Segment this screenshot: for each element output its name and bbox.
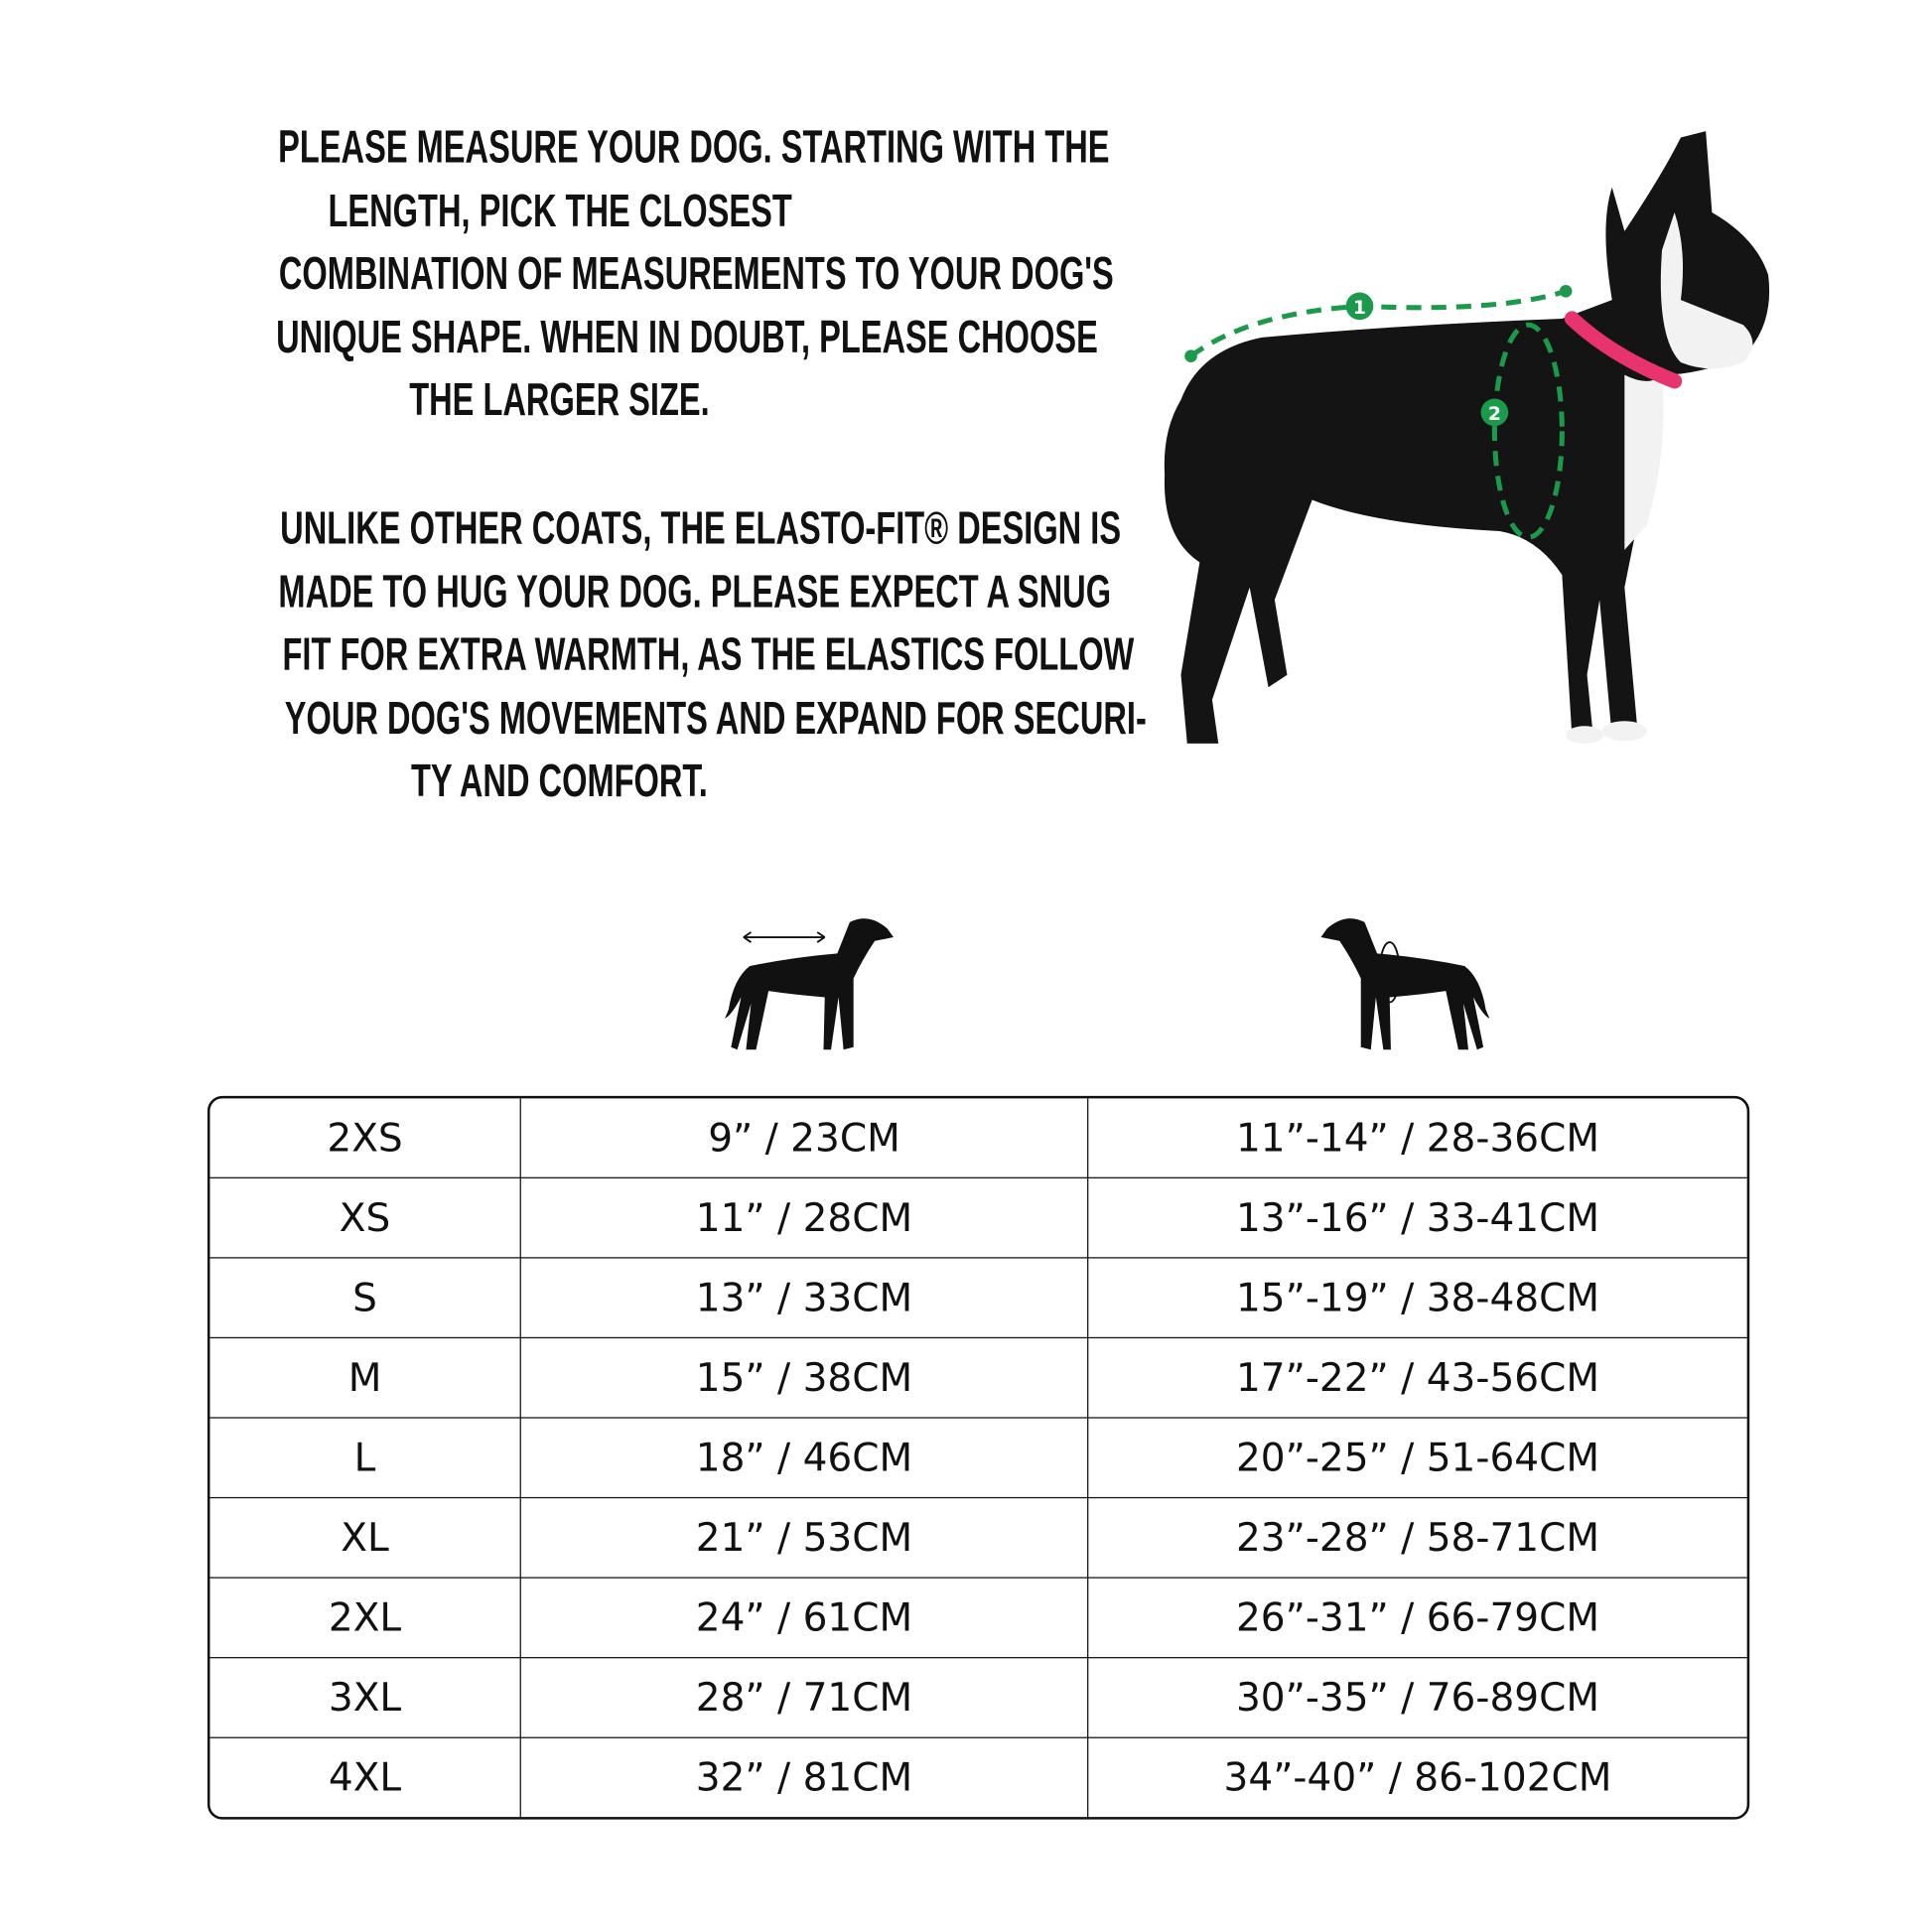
chest-cell: 13”-16” / 33-41CM: [1088, 1178, 1747, 1259]
size-cell: M: [209, 1338, 521, 1419]
length-cell: 11” / 28CM: [520, 1177, 1089, 1259]
marker-2-label: 2: [1488, 403, 1501, 425]
table-row: M 15” / 38CM 17”-22” / 43-56CM: [209, 1338, 1747, 1419]
marker-2: [1480, 398, 1509, 427]
size-cell: XS: [209, 1177, 521, 1259]
size-cell: XL: [209, 1498, 521, 1579]
size-cell: 2XS: [209, 1098, 521, 1178]
length-cell: 21” / 53CM: [520, 1498, 1089, 1579]
size-cell: 2XL: [209, 1578, 521, 1659]
chest-cell: 26”-31” / 66-79CM: [1088, 1579, 1747, 1659]
text-line: UNIQUE SHAPE. WHEN IN DOUBT, PLEASE CHOO…: [276, 310, 1098, 362]
table-row: 2XS 9” / 23CM 11”-14” / 28-36CM: [209, 1098, 1747, 1178]
size-chart-table: 2XS 9” / 23CM 11”-14” / 28-36CM XS 11” / 28C…: [207, 1095, 1750, 1820]
table-row: L 18” / 46CM 20”-25” / 51-64CM: [209, 1418, 1747, 1499]
chest-cell: 34”-40” / 86-102CM: [1223, 1754, 1612, 1801]
length-cell: 15” / 38CM: [520, 1338, 1089, 1419]
text-line: THE LARGER SIZE.: [409, 373, 711, 425]
table-row: S 13” / 33CM 15”-19” / 38-48CM: [209, 1258, 1747, 1339]
table-row: XS 11” / 28CM 13”-16” / 33-41CM: [209, 1177, 1747, 1259]
size-cell: S: [209, 1258, 521, 1339]
table-row: 2XL 24” / 61CM 26”-31” / 66-79CM: [209, 1578, 1747, 1659]
text-line: LENGTH, PICK THE CLOSEST: [328, 184, 792, 236]
chest-cell: 15”-19” / 38-48CM: [1088, 1259, 1747, 1339]
chest-cell: 20”-25” / 51-64CM: [1088, 1419, 1747, 1499]
size-cell: 4XL: [209, 1737, 521, 1818]
dog-chest-girth-icon: [1320, 918, 1490, 1050]
text-line: FIT FOR EXTRA WARMTH, AS THE ELASTICS FO…: [282, 628, 1135, 680]
length-cell: 18” / 46CM: [520, 1418, 1089, 1499]
chest-cell: 30”-35” / 76-89CM: [1088, 1658, 1747, 1738]
length-cell: 28” / 71CM: [520, 1658, 1089, 1738]
length-cell: 24” / 61CM: [520, 1578, 1089, 1659]
marker-1-label: 1: [1353, 297, 1366, 319]
text-line: PLEASE MEASURE YOUR DOG. STARTING WITH T…: [278, 121, 1110, 173]
chest-cell: 11”-14” / 28-36CM: [1088, 1098, 1747, 1178]
chest-cell: 17”-22” / 43-56CM: [1088, 1338, 1747, 1419]
text-line: YOUR DOG'S MOVEMENTS AND EXPAND FOR SECU…: [284, 691, 1147, 744]
text-line: TY AND COMFORT.: [411, 755, 709, 806]
table-row: 4XL 32” / 81CM 34”-40” / 86-102CM: [209, 1737, 1746, 1818]
table-row: 3XL 28” / 71CM 30”-35” / 76-89CM: [209, 1658, 1747, 1738]
size-cell: 3XL: [209, 1658, 521, 1738]
length-cell: 13” / 33CM: [520, 1258, 1089, 1339]
marker-1: [1345, 292, 1374, 321]
fit-description: UNLIKE OTHER COATS, THE ELASTO-FIT® DESI…: [100, 497, 1146, 813]
length-cell: 9” / 23CM: [520, 1098, 1089, 1178]
chest-cell: 23”-28” / 58-71CM: [1088, 1498, 1747, 1579]
dog-photo: 1 2: [1164, 131, 1770, 744]
measure-instructions: PLEASE MEASURE YOUR DOG. STARTING WITH T…: [100, 116, 1114, 432]
table-row: XL 21” / 53CM 23”-28” / 58-71CM: [209, 1498, 1747, 1579]
length-cell: 32” / 81CM: [521, 1737, 1089, 1818]
dog-length-icon: [725, 918, 894, 1050]
text-line: UNLIKE OTHER COATS, THE ELASTO-FIT® DESI…: [280, 501, 1122, 554]
size-cell: L: [209, 1418, 521, 1499]
text-line: COMBINATION OF MEASUREMENTS TO YOUR DOG'…: [278, 247, 1114, 299]
text-line: MADE TO HUG YOUR DOG. PLEASE EXPECT A SN…: [278, 565, 1112, 618]
